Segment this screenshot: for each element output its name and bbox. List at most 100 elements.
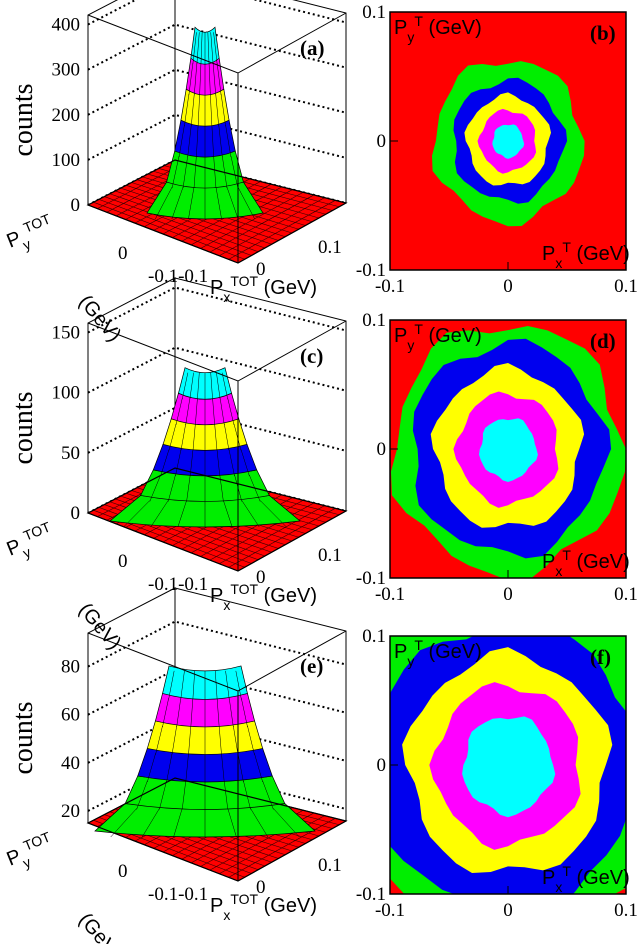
mesh-line [110, 808, 137, 838]
mesh-line [260, 500, 287, 528]
mesh-line [218, 725, 222, 755]
mesh-line [215, 94, 219, 127]
grid-line [87, 668, 347, 716]
z-tick-label: 80 [61, 657, 80, 678]
mesh-line [228, 818, 336, 878]
y-axis-unit: (GeV) [74, 909, 125, 944]
mesh-line [262, 780, 274, 810]
mesh-line [197, 372, 200, 400]
y-tick-label: 0 [118, 243, 128, 264]
mesh-line [171, 156, 180, 189]
x-tick-label: 0 [503, 276, 513, 297]
mesh-line [226, 186, 239, 220]
mesh-line [273, 808, 300, 838]
mesh-line [192, 423, 196, 451]
mesh-line [227, 398, 235, 425]
tick-label-corner: -0.1-0.1 [148, 884, 208, 905]
z-axis-label: counts [8, 391, 39, 464]
mesh-line [194, 63, 198, 96]
contour-panel-d: -0.1 0 0.1 0.1 0 -0.1 PyT (GeV) PxT (GeV) (d) [356, 310, 637, 605]
x-tick-label: 0.1 [614, 900, 637, 921]
mesh-line [229, 698, 234, 727]
mesh-line [233, 725, 239, 755]
mesh-line [228, 508, 336, 568]
mesh-line [237, 186, 255, 220]
mesh-line [193, 156, 197, 189]
mesh-line [228, 200, 336, 260]
mesh-line [211, 125, 214, 158]
mesh-line [225, 670, 230, 700]
x-axis-label: PxTOT (GeV) [210, 891, 317, 923]
y-tick-label: 0 [118, 861, 128, 882]
mesh-line [218, 125, 223, 158]
mesh-line [225, 125, 232, 158]
mesh-line [216, 63, 222, 96]
grid-line [87, 113, 347, 161]
mesh-line [173, 808, 183, 838]
grid-line [87, 346, 347, 394]
x-tick-label: 0 [503, 900, 513, 921]
box-edge [86, 159, 348, 264]
z-tick-label: 150 [52, 323, 81, 344]
mesh-line [215, 670, 218, 700]
y-axis-label: PyTOT [2, 210, 59, 258]
mesh-line [141, 808, 160, 838]
mesh-line [188, 725, 192, 755]
grid-line [87, 286, 347, 334]
y-tick-label: 0 [118, 551, 128, 572]
mesh-line [155, 186, 173, 220]
panel-label: (a) [300, 36, 325, 60]
mesh-line [241, 698, 248, 727]
mesh-line [200, 191, 304, 249]
tick-label-corner: -0.1-0.1 [148, 574, 208, 595]
y-tick-label: 0 [377, 439, 387, 460]
grid-line [87, 764, 347, 812]
x-axis-label: PxT (GeV) [542, 547, 630, 579]
z-axis-label: counts [8, 701, 39, 774]
mesh-line [171, 725, 177, 755]
mesh-line [171, 186, 184, 220]
mesh-line [250, 808, 269, 838]
x-tick-label: 0.1 [318, 855, 342, 876]
mesh-line [190, 698, 194, 727]
x-tick-label: 0 [256, 567, 266, 588]
mesh-line [223, 500, 233, 528]
mesh-line [195, 398, 198, 425]
x-tick-label: 0.1 [318, 545, 342, 566]
x-tick-label: 0.1 [614, 276, 637, 297]
x-tick-label: 0.1 [614, 584, 637, 605]
panel-label: (e) [300, 654, 323, 678]
panel-label: (d) [590, 329, 616, 353]
mesh-line [208, 63, 211, 96]
mesh-line [181, 780, 187, 810]
mesh-line [150, 500, 169, 528]
box-edge [86, 777, 348, 882]
mesh-line [155, 725, 163, 755]
mesh-line [221, 753, 225, 782]
x-axis-label: PxT (GeV) [542, 863, 630, 895]
contour-panel-b: -0.1 0 0.1 0.1 0 -0.1 PyT (GeV) PxT (GeV) (b) [356, 2, 637, 297]
grid-line [87, 0, 347, 26]
box-edge [86, 467, 348, 572]
mesh-line [227, 808, 237, 838]
mesh-line [210, 372, 213, 400]
mesh-line [191, 94, 195, 127]
x-tick-label: -0.1 [375, 584, 405, 605]
x-tick-label: 0 [256, 877, 266, 898]
x-axis-label: PxTOT (GeV) [210, 581, 317, 613]
grid-line [87, 716, 347, 764]
z-tick-label: 200 [52, 105, 81, 126]
mesh-line [192, 32, 197, 65]
mesh-line [187, 125, 192, 158]
mesh-line [241, 500, 260, 528]
y-axis-label: PyT (GeV) [394, 637, 482, 669]
mesh-line [192, 670, 195, 700]
mesh-line [189, 372, 194, 400]
y-axis-unit: (GeV) [74, 291, 125, 346]
grid-line [87, 68, 347, 116]
tick-label-corner: -0.1-0.1 [148, 266, 208, 287]
y-tick-label: -0.1 [356, 884, 386, 905]
mesh-line [220, 94, 226, 127]
z-tick-label: 400 [52, 15, 81, 36]
z-tick-label: 100 [52, 383, 81, 404]
